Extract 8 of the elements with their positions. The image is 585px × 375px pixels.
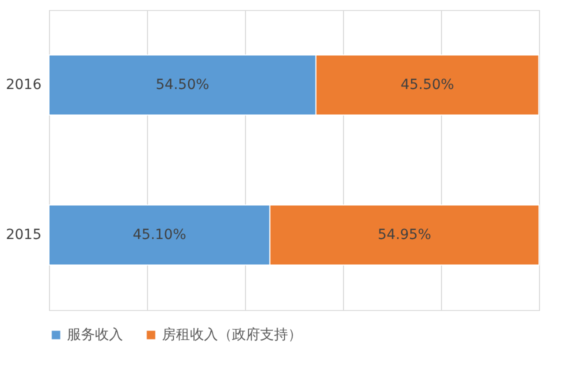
data-label: 45.50%	[400, 77, 454, 93]
data-label: 54.50%	[156, 77, 210, 93]
legend-label: 房租收入（政府支持）	[162, 327, 302, 343]
y-tick-label: 2015	[6, 227, 42, 243]
legend-label: 服务收入	[67, 327, 123, 343]
y-tick-label: 2016	[6, 77, 42, 93]
data-label: 45.10%	[132, 227, 186, 243]
data-label: 54.95%	[378, 227, 432, 243]
